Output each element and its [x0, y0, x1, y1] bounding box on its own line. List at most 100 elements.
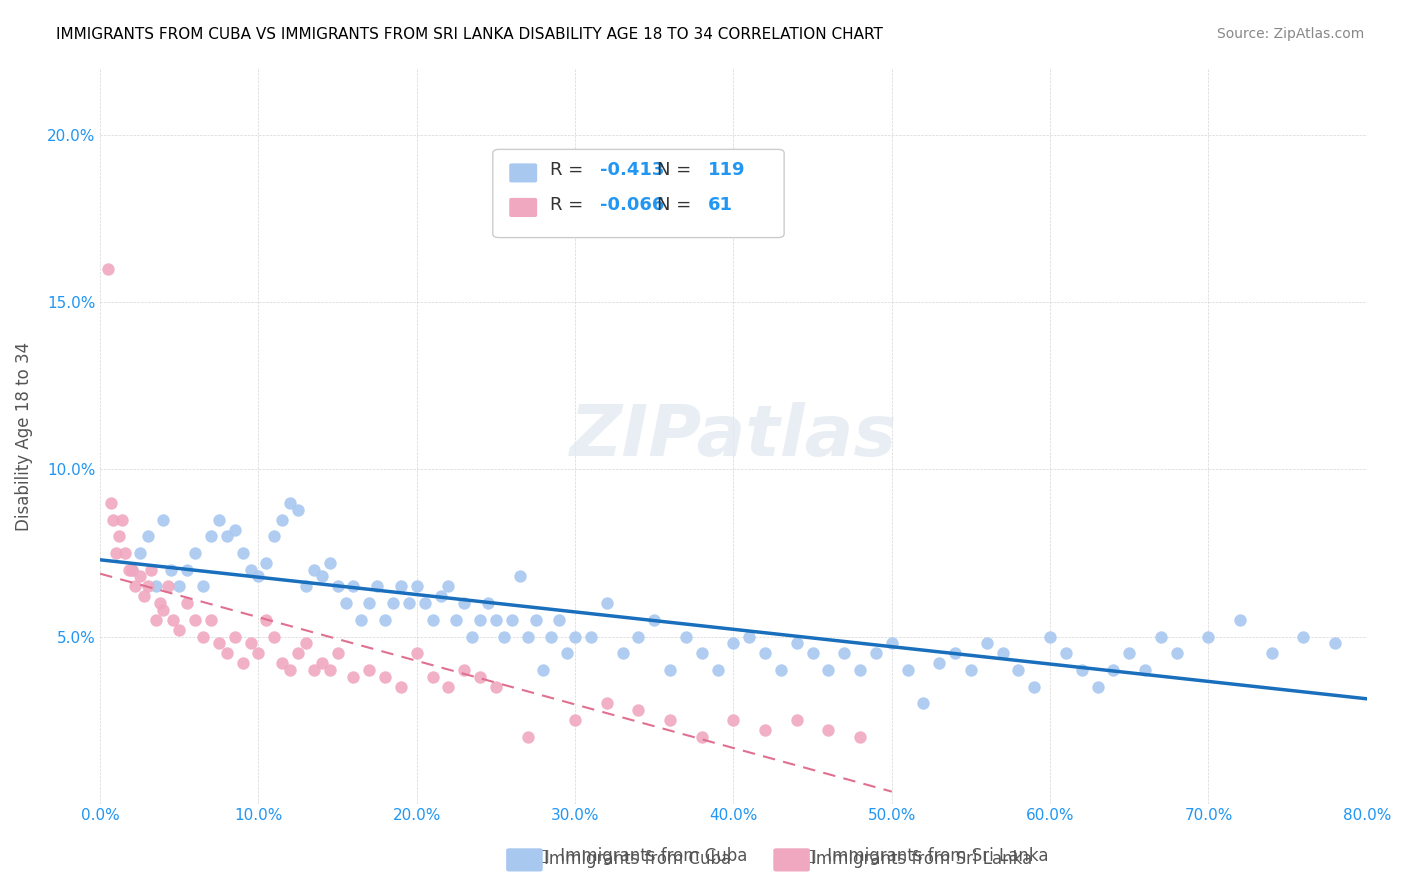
Point [145, 579, 167, 593]
Point [350, 613, 373, 627]
Point [706, 663, 728, 677]
Point [690, 646, 713, 660]
Point [335, 596, 357, 610]
Point [359, 596, 381, 610]
Point [723, 713, 745, 727]
Point [801, 646, 824, 660]
Point [1150, 630, 1173, 644]
Text: N =: N = [658, 195, 697, 213]
Point [976, 636, 998, 650]
Point [738, 630, 761, 644]
Point [254, 556, 277, 570]
Point [849, 730, 872, 744]
Point [263, 630, 285, 644]
Point [1229, 613, 1251, 627]
Point [437, 579, 460, 593]
Point [319, 556, 342, 570]
Point [342, 579, 364, 593]
Point [287, 502, 309, 516]
Point [834, 646, 856, 660]
Point [897, 663, 920, 677]
Point [111, 513, 134, 527]
Point [263, 529, 285, 543]
Point [117, 563, 139, 577]
Point [97, 262, 120, 277]
Text: R =: R = [550, 161, 589, 179]
Point [157, 579, 180, 593]
Point [342, 670, 364, 684]
Point [1070, 663, 1092, 677]
Point [191, 630, 214, 644]
Point [200, 529, 222, 543]
Point [108, 529, 131, 543]
Point [413, 596, 436, 610]
Point [754, 723, 776, 738]
Point [516, 630, 538, 644]
Point [121, 563, 143, 577]
Point [311, 569, 333, 583]
Point [1087, 680, 1109, 694]
Point [880, 636, 903, 650]
Point [271, 513, 294, 527]
FancyBboxPatch shape [509, 198, 537, 217]
Point [295, 636, 318, 650]
Point [912, 697, 935, 711]
Point [128, 569, 150, 583]
Point [516, 730, 538, 744]
Point [389, 579, 412, 593]
Text: IMMIGRANTS FROM CUBA VS IMMIGRANTS FROM SRI LANKA DISABILITY AGE 18 TO 34 CORREL: IMMIGRANTS FROM CUBA VS IMMIGRANTS FROM … [56, 27, 883, 42]
Point [548, 613, 571, 627]
Point [302, 563, 325, 577]
Point [114, 546, 136, 560]
Point [128, 546, 150, 560]
Point [184, 546, 207, 560]
Point [254, 613, 277, 627]
Point [422, 670, 444, 684]
Point [239, 563, 262, 577]
Point [200, 613, 222, 627]
Point [134, 590, 156, 604]
Point [643, 613, 665, 627]
Point [247, 646, 270, 660]
Point [359, 663, 381, 677]
Point [169, 623, 191, 637]
Point [555, 646, 578, 660]
Text: □  Immigrants from Sri Lanka: □ Immigrants from Sri Lanka [801, 847, 1049, 865]
Point [524, 613, 547, 627]
Point [564, 630, 586, 644]
Y-axis label: Disability Age 18 to 34: Disability Age 18 to 34 [15, 342, 32, 531]
Point [659, 713, 682, 727]
Point [215, 529, 238, 543]
Text: Immigrants from Sri Lanka: Immigrants from Sri Lanka [811, 850, 1032, 868]
Point [659, 663, 682, 677]
Point [612, 646, 634, 660]
Point [1166, 646, 1188, 660]
Point [627, 703, 650, 717]
Point [152, 513, 174, 527]
Point [100, 496, 122, 510]
Point [398, 596, 420, 610]
Point [786, 636, 808, 650]
Point [446, 613, 468, 627]
Point [326, 579, 349, 593]
Text: 119: 119 [709, 161, 745, 179]
Point [311, 657, 333, 671]
Point [849, 663, 872, 677]
Text: R =: R = [550, 195, 589, 213]
Point [208, 636, 231, 650]
Point [1118, 646, 1140, 660]
Text: 61: 61 [709, 195, 733, 213]
Point [1007, 663, 1029, 677]
Point [960, 663, 983, 677]
Point [1024, 680, 1046, 694]
Point [101, 513, 124, 527]
Text: □  Immigrants from Cuba: □ Immigrants from Cuba [534, 847, 748, 865]
Point [136, 529, 159, 543]
Point [723, 636, 745, 650]
Point [247, 569, 270, 583]
Point [485, 613, 508, 627]
FancyBboxPatch shape [509, 163, 537, 183]
Point [579, 630, 602, 644]
Point [382, 596, 405, 610]
Text: Immigrants from Cuba: Immigrants from Cuba [544, 850, 731, 868]
